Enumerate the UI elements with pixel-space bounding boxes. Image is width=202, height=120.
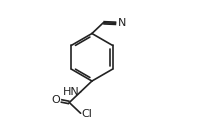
- Text: Cl: Cl: [82, 109, 93, 119]
- Text: HN: HN: [63, 87, 80, 97]
- Text: O: O: [51, 95, 60, 105]
- Text: N: N: [118, 18, 126, 28]
